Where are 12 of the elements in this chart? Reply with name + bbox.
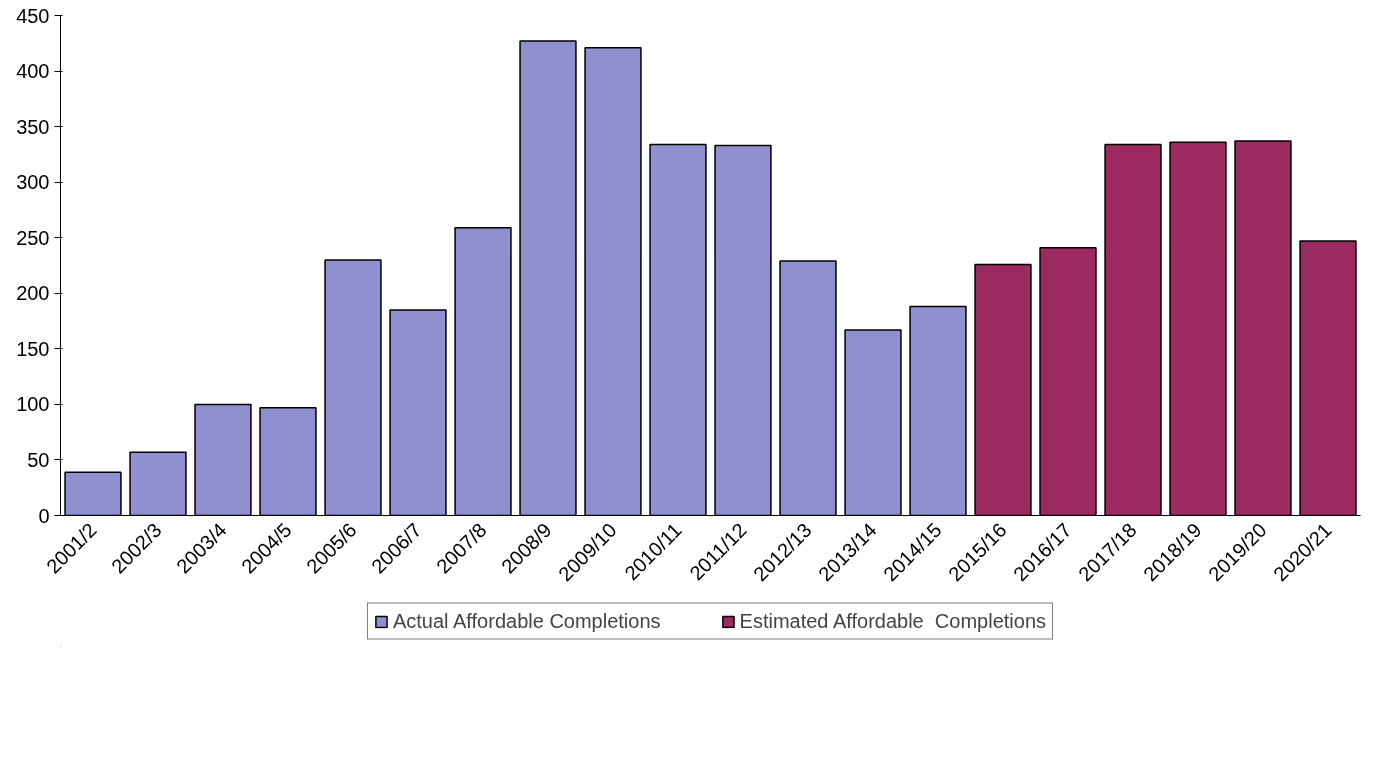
y-tick-label: 250 — [16, 226, 50, 249]
y-tick-label: 450 — [16, 4, 50, 27]
y-tick-label: 400 — [16, 60, 50, 83]
legend-label: Actual Affordable Completions — [392, 609, 661, 633]
y-tick-label: 300 — [16, 171, 50, 194]
legend-label: Estimated Affordable Completions — [739, 609, 1047, 633]
y-tick-label: 0 — [38, 504, 50, 527]
y-tick-label: 150 — [16, 337, 50, 360]
y-tick-label: 100 — [16, 393, 50, 416]
y-tick-label: 50 — [27, 448, 50, 471]
y-tick-label: 350 — [16, 115, 50, 138]
y-tick-label: 200 — [16, 282, 50, 305]
